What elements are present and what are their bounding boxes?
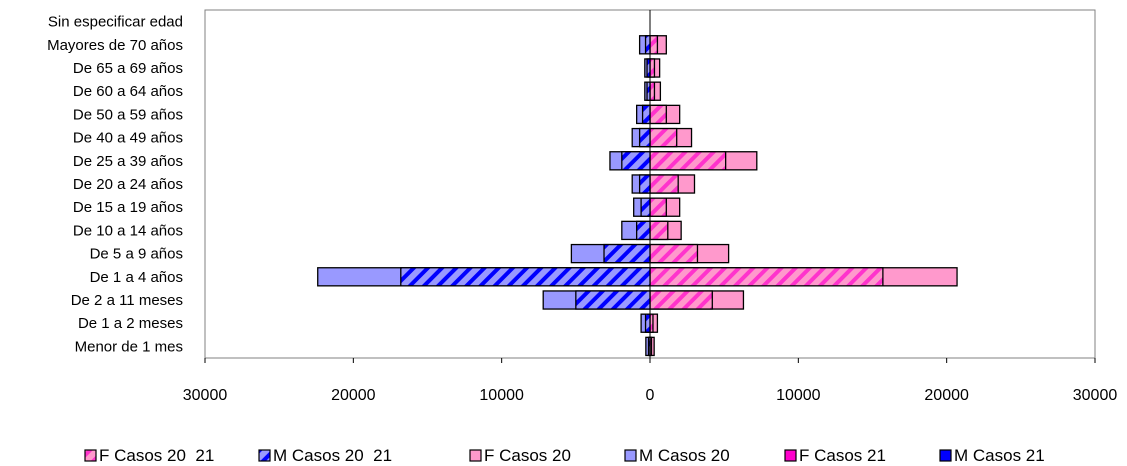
- f-casos-21-bar: [649, 243, 699, 264]
- f-casos-21-bar: [649, 151, 727, 171]
- m-casos-21-bar: [640, 197, 651, 217]
- category-labels: Sin especificar edad Mayores de 70 años De…: [47, 14, 183, 356]
- m-casos-21-bar: [646, 58, 651, 78]
- f-casos-21-bar: [649, 127, 678, 148]
- f-casos-21-bar: [649, 220, 669, 241]
- category-label: Mayores de 70 años: [47, 37, 183, 54]
- category-label: De 5 a 9 años: [90, 246, 183, 263]
- category-label: Sin especificar edad: [48, 14, 183, 31]
- legend-label: F Casos 21: [799, 446, 886, 465]
- legend-label: M Casos 21: [954, 446, 1045, 465]
- f-casos-21-bar: [649, 58, 656, 78]
- x-tick-label: 30000: [1073, 387, 1118, 404]
- m-casos-21-bar: [647, 336, 651, 357]
- category-label: De 50 a 59 años: [73, 106, 183, 123]
- legend-swatch: [84, 449, 97, 462]
- m-casos-21-bar: [646, 81, 651, 101]
- category-label: De 15 a 19 años: [73, 199, 183, 216]
- x-tick-label: 20000: [331, 387, 376, 404]
- legend-label: M Casos 20: [639, 446, 730, 465]
- category-label: De 10 a 14 años: [73, 222, 183, 239]
- legend-label: F Casos 20 21: [99, 446, 214, 465]
- category-label: De 40 a 49 años: [73, 130, 183, 147]
- f-casos-21-bar: [649, 290, 713, 310]
- m-casos-21-bar: [638, 127, 651, 148]
- category-label: De 2 a 11 meses: [71, 292, 183, 309]
- x-tick-label: 30000: [183, 387, 228, 404]
- f-casos-21-bar: [649, 174, 679, 194]
- x-tick-label: 20000: [924, 387, 969, 404]
- legend-label: M Casos 20 21: [273, 446, 392, 465]
- m-casos-21-bar: [641, 104, 651, 125]
- x-tick-labels: 30000 20000 10000 0 10000 20000 30000: [183, 358, 1118, 404]
- category-label: De 60 a 64 años: [73, 83, 183, 100]
- m-casos-21-bar: [644, 313, 651, 333]
- category-label: De 25 a 39 años: [73, 153, 183, 170]
- x-tick-label: 10000: [776, 387, 821, 404]
- category-label: De 1 a 4 años: [90, 269, 183, 286]
- m-casos-21-bar: [621, 151, 651, 171]
- legend-swatch: [939, 449, 952, 462]
- legend-label: F Casos 20: [484, 446, 571, 465]
- category-label: De 1 a 2 meses: [78, 315, 183, 332]
- m-casos-21-bar: [400, 267, 651, 287]
- f-casos-21-bar: [649, 81, 656, 101]
- legend-swatch: [469, 449, 482, 462]
- f-casos-21-bar: [649, 104, 667, 125]
- m-casos-21-bar: [636, 220, 651, 241]
- category-label: De 65 a 69 años: [73, 60, 183, 77]
- f-casos-21-bar: [649, 197, 667, 217]
- m-casos-21-bar: [575, 290, 651, 310]
- category-label: Menor de 1 mes: [75, 338, 183, 355]
- legend-swatch: [784, 449, 797, 462]
- m-casos-21-bar: [603, 243, 651, 264]
- legend-swatch: [624, 449, 637, 462]
- f-casos-21-bar: [649, 35, 659, 55]
- m-casos-21-bar: [644, 35, 651, 55]
- f-casos-21-bar: [649, 267, 884, 287]
- x-tick-label: 0: [646, 387, 655, 404]
- m-casos-21-bar: [638, 174, 651, 194]
- x-tick-label: 10000: [479, 387, 524, 404]
- legend-swatch: [258, 449, 271, 462]
- category-label: De 20 a 24 años: [73, 176, 183, 193]
- legend: F Casos 20 21 M Casos 20 21 F Casos 20 M Ca…: [84, 446, 1045, 465]
- bars-group: [317, 35, 958, 357]
